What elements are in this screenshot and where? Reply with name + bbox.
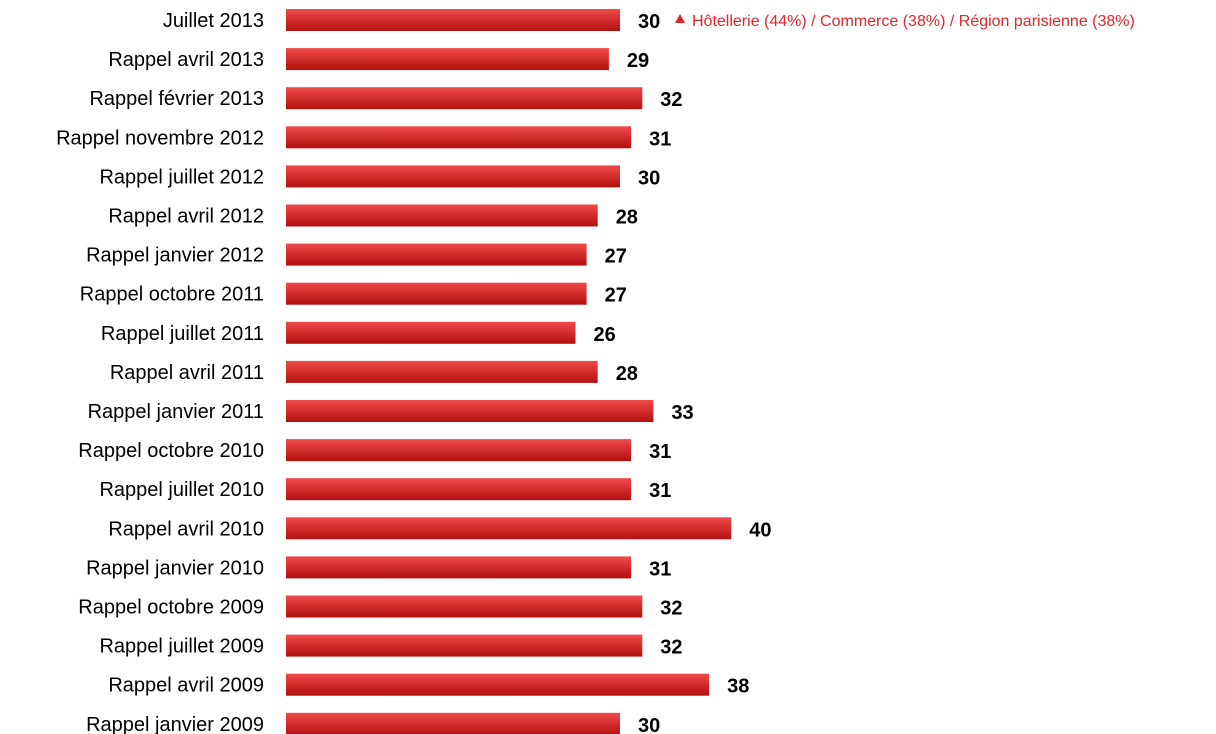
category-label: Rappel février 2013: [89, 88, 264, 110]
bar: [286, 87, 643, 110]
bar: [286, 360, 598, 383]
category-label: Rappel avril 2012: [108, 206, 264, 228]
value-label: 27: [605, 285, 627, 307]
bar: [286, 243, 587, 266]
value-label: 33: [671, 402, 693, 424]
category-label: Rappel juillet 2009: [99, 636, 264, 658]
category-label: Rappel janvier 2009: [86, 714, 264, 734]
value-label: 28: [616, 207, 638, 229]
value-label: 29: [627, 50, 649, 72]
bar: [286, 48, 609, 71]
value-label: 30: [638, 167, 660, 189]
category-label: Rappel novembre 2012: [56, 127, 264, 149]
category-label: Rappel juillet 2010: [99, 479, 264, 501]
annotation-text: Hôtellerie (44%) / Commerce (38%) / Régi…: [692, 13, 1135, 30]
bar: [286, 282, 587, 305]
value-label: 31: [649, 480, 671, 502]
value-label: 30: [638, 715, 660, 734]
bar: [286, 478, 632, 501]
bar: [286, 556, 632, 579]
up-triangle-icon: [675, 14, 685, 23]
value-label: 31: [649, 558, 671, 580]
category-label: Rappel avril 2013: [108, 49, 264, 71]
value-label: 32: [660, 637, 682, 659]
value-label: 26: [594, 324, 616, 346]
category-label: Rappel octobre 2010: [78, 440, 264, 462]
category-label: Rappel octobre 2009: [78, 597, 264, 619]
category-label: Rappel juillet 2012: [99, 166, 264, 188]
bar: [286, 126, 632, 149]
bar: [286, 517, 732, 540]
bar: [286, 204, 598, 227]
bar: [286, 673, 710, 696]
category-label: Rappel octobre 2011: [80, 284, 264, 306]
value-label: 38: [727, 676, 749, 698]
bar: [286, 321, 576, 344]
bar: [286, 712, 620, 734]
bar: [286, 634, 643, 657]
bar: [286, 165, 620, 188]
category-label: Juillet 2013: [163, 10, 264, 32]
value-label: 30: [638, 11, 660, 33]
value-label: 31: [649, 441, 671, 463]
bar: [286, 9, 620, 31]
bar: [286, 400, 654, 422]
value-label: 27: [605, 246, 627, 268]
value-label: 28: [616, 363, 638, 385]
category-label: Rappel juillet 2011: [101, 323, 264, 345]
category-labels: Juillet 2013 Rappel avril 2013 Rappel févr…: [56, 10, 264, 734]
bar: [286, 439, 632, 462]
annotation: Hôtellerie (44%) / Commerce (38%) / Régi…: [675, 13, 1135, 30]
value-label: 40: [749, 519, 771, 541]
category-label: Rappel janvier 2011: [88, 401, 264, 423]
category-label: Rappel janvier 2010: [86, 557, 264, 579]
category-label: Rappel avril 2009: [108, 675, 264, 697]
value-label: 32: [660, 89, 682, 111]
category-label: Rappel avril 2011: [110, 362, 264, 384]
value-label: 32: [660, 598, 682, 620]
category-label: Rappel avril 2010: [108, 518, 264, 540]
bar: [286, 595, 643, 618]
value-label: 31: [649, 128, 671, 150]
bars-layer: [286, 9, 732, 734]
category-label: Rappel janvier 2012: [86, 245, 264, 267]
